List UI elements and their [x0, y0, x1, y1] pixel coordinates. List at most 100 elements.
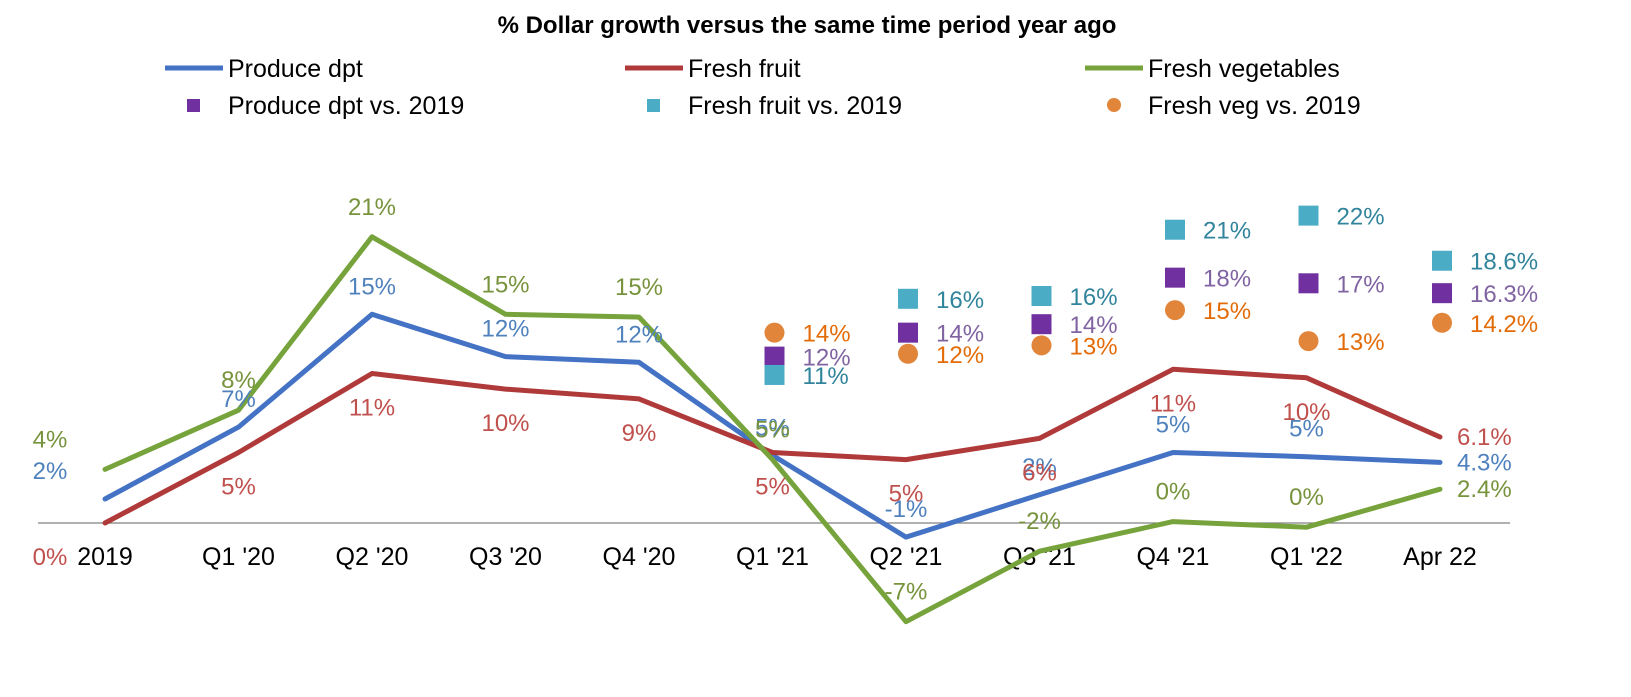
legend-swatch — [187, 99, 200, 112]
marker-fresh-veg-vs-2019 — [898, 343, 918, 364]
data-label-fresh-fruit-vs-2019: 22% — [1337, 204, 1385, 231]
x-tick-label: Q1 '20 — [202, 543, 275, 571]
chart-title: % Dollar growth versus the same time per… — [498, 12, 1117, 39]
marker-fresh-fruit-vs-2019 — [1298, 205, 1319, 226]
data-label-fresh-veg-vs-2019: 12% — [936, 342, 984, 369]
legend-swatch — [1107, 98, 1121, 112]
data-label-produce-dpt: 7% — [221, 386, 256, 413]
data-label-fresh-vegetables: 15% — [615, 274, 663, 301]
x-tick-label: 2019 — [77, 543, 133, 571]
x-tick-label: Q4 '21 — [1137, 543, 1210, 571]
data-label-fresh-fruit-vs-2019: 16% — [936, 287, 984, 314]
data-label-produce-dpt: 12% — [481, 316, 529, 343]
x-tick-label: Q1 '21 — [736, 543, 809, 571]
data-label-produce-dpt-vs-2019: 18% — [1203, 266, 1251, 293]
legend-label: Fresh fruit — [688, 55, 801, 83]
data-label-fresh-veg-vs-2019: 13% — [1337, 329, 1385, 356]
data-label-fresh-veg-vs-2019: 13% — [1070, 333, 1118, 360]
legend-label: Fresh veg vs. 2019 — [1148, 92, 1361, 120]
marker-produce-dpt-vs-2019 — [764, 346, 785, 367]
series-markers — [764, 205, 1452, 385]
marker-fresh-fruit-vs-2019 — [1432, 250, 1452, 271]
marker-fresh-fruit-vs-2019 — [898, 288, 918, 309]
marker-produce-dpt-vs-2019 — [1298, 273, 1319, 294]
series-line-produce-dpt — [102, 311, 1443, 540]
x-tick-label: Apr 22 — [1403, 543, 1477, 571]
marker-fresh-fruit-vs-2019 — [1031, 285, 1052, 306]
legend-item-fresh-fruit-vs-2019: Fresh fruit vs. 2019 — [647, 92, 902, 120]
marker-produce-dpt-vs-2019 — [898, 322, 918, 343]
series-line-fresh-fruit — [102, 366, 1443, 526]
data-label-fresh-fruit: 10% — [1282, 399, 1330, 426]
marker-fresh-veg-vs-2019 — [764, 322, 785, 343]
data-label-produce-dpt-vs-2019: 17% — [1337, 271, 1385, 298]
marker-produce-dpt-vs-2019 — [1165, 267, 1185, 288]
data-label-fresh-vegetables: 0% — [1156, 479, 1191, 506]
legend-item-fresh-fruit: Fresh fruit — [625, 55, 801, 83]
data-label-produce-dpt: 4.3% — [1457, 449, 1512, 476]
data-label-produce-dpt: 2% — [33, 458, 68, 485]
data-label-fresh-veg-vs-2019: 14% — [803, 321, 851, 348]
data-labels: 2%7%15%12% 12%5%-1%2%5% 5%4.3%0%5%11%10% 9%… — [33, 194, 1538, 606]
marker-fresh-fruit-vs-2019 — [764, 364, 785, 385]
data-label-produce-dpt: 2% — [1022, 454, 1057, 481]
data-label-produce-dpt: 5% — [1289, 416, 1324, 443]
data-label-fresh-vegetables: 21% — [348, 194, 396, 221]
x-tick-label: Q1 '22 — [1270, 543, 1343, 571]
data-label-fresh-veg-vs-2019: 14.2% — [1470, 311, 1538, 338]
marker-fresh-veg-vs-2019 — [1432, 312, 1452, 333]
data-label-fresh-fruit: 9% — [622, 420, 657, 447]
series-lines — [102, 234, 1443, 625]
legend-swatch — [647, 99, 660, 112]
data-label-fresh-fruit: 0% — [33, 544, 68, 571]
data-label-fresh-fruit: 11% — [1150, 390, 1196, 417]
data-label-produce-dpt-vs-2019: 14% — [1070, 312, 1118, 339]
data-label-fresh-vegetables: -2% — [1018, 508, 1061, 535]
data-label-fresh-fruit: 10% — [481, 410, 529, 437]
marker-fresh-fruit-vs-2019 — [1165, 219, 1185, 240]
data-label-produce-dpt: 5% — [755, 414, 790, 441]
data-label-fresh-veg-vs-2019: 15% — [1203, 298, 1251, 325]
data-label-fresh-fruit-vs-2019: 16% — [1070, 284, 1118, 311]
legend-label: Fresh vegetables — [1148, 55, 1340, 83]
data-label-fresh-fruit: 5% — [889, 481, 924, 508]
data-label-produce-dpt: -1% — [885, 496, 928, 523]
x-tick-label: Q4 '20 — [603, 543, 676, 571]
data-label-fresh-vegetables: 15% — [481, 271, 529, 298]
legend-label: Produce dpt — [228, 55, 363, 83]
data-label-produce-dpt: 12% — [615, 321, 663, 348]
legend: Produce dpt Fresh fruit Fresh vegetables Pr… — [165, 55, 1361, 120]
data-label-fresh-vegetables: 5% — [755, 417, 790, 444]
data-label-fresh-fruit: 6% — [1022, 459, 1057, 486]
legend-item-produce-dpt: Produce dpt — [165, 55, 363, 83]
data-label-fresh-fruit-vs-2019: 21% — [1203, 218, 1251, 245]
data-label-fresh-fruit: 6.1% — [1457, 424, 1512, 451]
data-label-fresh-vegetables: 0% — [1289, 484, 1324, 511]
marker-fresh-veg-vs-2019 — [1031, 335, 1052, 356]
data-label-fresh-vegetables: 8% — [221, 367, 256, 394]
data-label-fresh-vegetables: 2.4% — [1457, 476, 1512, 503]
legend-item-produce-dpt-vs-2019: Produce dpt vs. 2019 — [187, 92, 464, 120]
data-label-produce-dpt: 15% — [348, 273, 396, 300]
series-line-fresh-vegetables — [102, 234, 1443, 625]
data-label-fresh-fruit: 5% — [755, 474, 790, 501]
marker-produce-dpt-vs-2019 — [1432, 283, 1452, 304]
marker-fresh-veg-vs-2019 — [1298, 331, 1319, 352]
data-label-produce-dpt-vs-2019: 16.3% — [1470, 281, 1538, 308]
x-axis-labels: 2019 Q1 '20 Q2 '20 Q3 '20 Q4 '20 Q1 '21 Q2 '21… — [77, 543, 1477, 571]
data-label-produce-dpt: 5% — [1156, 412, 1191, 439]
data-label-fresh-fruit: 5% — [221, 474, 256, 501]
data-label-fresh-vegetables: 4% — [33, 426, 68, 453]
data-label-produce-dpt-vs-2019: 12% — [803, 345, 851, 372]
x-tick-label: Q3 '20 — [469, 543, 542, 571]
data-label-produce-dpt-vs-2019: 14% — [936, 321, 984, 348]
x-tick-label: Q2 '20 — [336, 543, 409, 571]
marker-produce-dpt-vs-2019 — [1031, 314, 1052, 335]
marker-fresh-veg-vs-2019 — [1165, 300, 1185, 321]
x-tick-label: Q2 '21 — [870, 543, 943, 571]
legend-label: Fresh fruit vs. 2019 — [688, 92, 902, 120]
data-label-fresh-fruit: 11% — [349, 395, 395, 422]
legend-item-fresh-veg-vs-2019: Fresh veg vs. 2019 — [1107, 92, 1361, 120]
data-label-fresh-fruit-vs-2019: 11% — [803, 363, 849, 390]
